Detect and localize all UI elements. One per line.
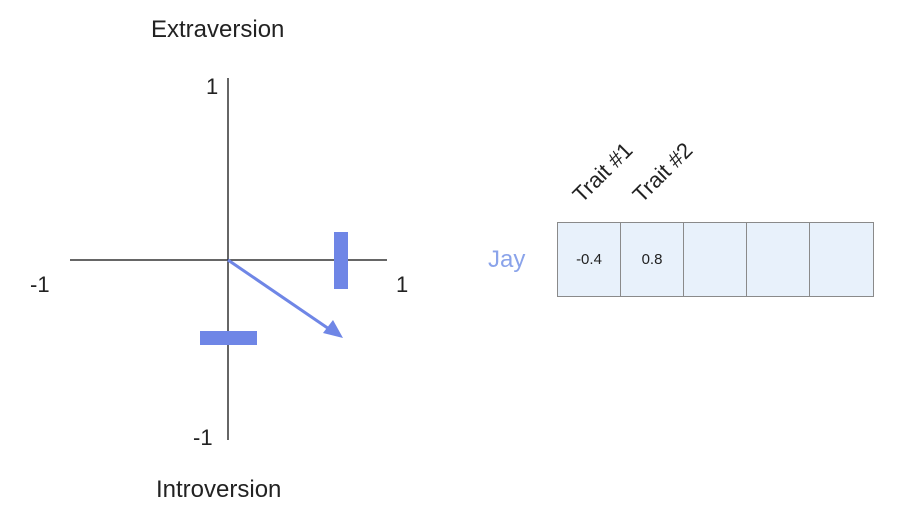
trait2-marker <box>334 232 348 289</box>
axis-title-bottom: Introversion <box>156 476 282 503</box>
y-max-label: 1 <box>206 74 219 99</box>
table-cell: -0.4 <box>558 223 621 296</box>
table-cell <box>810 223 873 296</box>
x-max-label: 1 <box>396 272 409 297</box>
trait1-marker <box>200 331 257 345</box>
y-min-label: -1 <box>193 425 213 450</box>
table-cell: 0.8 <box>621 223 684 296</box>
trait-vector-table: -0.4 0.8 <box>557 222 874 297</box>
table-cell <box>747 223 810 296</box>
table-cell <box>684 223 747 296</box>
axis-title-top: Extraversion <box>151 16 285 43</box>
direction-arrow-head <box>323 320 343 338</box>
direction-arrow-shaft <box>227 258 333 333</box>
row-label-jay: Jay <box>488 246 526 273</box>
x-min-label: -1 <box>30 272 50 297</box>
